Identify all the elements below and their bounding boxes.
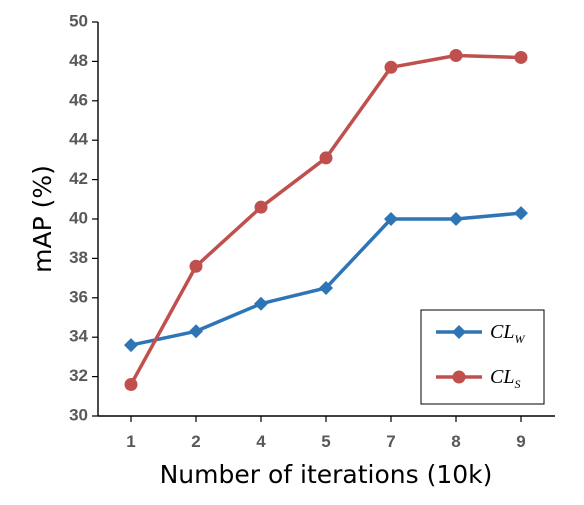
legend-marker-cl-s [452, 370, 466, 384]
data-point-cl-s [189, 259, 203, 273]
y-axis-title: mAP (%) [28, 165, 57, 273]
data-point-cl-w [384, 212, 398, 226]
data-point-cl-w [189, 324, 203, 339]
legend-label-cl-w: CLW [490, 321, 525, 346]
y-tick-label: 50 [69, 11, 88, 30]
data-point-cl-s [124, 377, 138, 391]
y-tick-label: 36 [69, 287, 88, 306]
y-tick-label: 40 [69, 208, 88, 227]
data-point-cl-w [449, 212, 463, 226]
data-point-cl-w [124, 338, 138, 353]
x-tick-label: 7 [386, 432, 395, 451]
data-point-cl-w [514, 206, 528, 221]
x-tick-label: 4 [256, 432, 266, 451]
data-point-cl-s [319, 151, 333, 165]
x-tick-label: 2 [191, 432, 200, 451]
y-tick-label: 42 [69, 169, 88, 188]
y-tick-label: 32 [69, 366, 88, 385]
y-ticks: 30 32 34 36 38 40 42 44 46 48 50 [69, 11, 98, 424]
x-tick-label: 9 [516, 432, 525, 451]
data-point-cl-s [514, 50, 528, 64]
data-point-cl-s [384, 60, 398, 74]
y-tick-label: 34 [69, 327, 88, 346]
y-tick-label: 44 [69, 130, 88, 149]
series-layer [124, 48, 528, 391]
x-tick-label: 8 [451, 432, 460, 451]
x-tick-label: 1 [126, 432, 135, 451]
legend-box [420, 309, 545, 405]
legend-marker-cl-w [452, 325, 466, 339]
data-point-cl-s [449, 48, 463, 62]
x-ticks: 1 2 4 5 7 8 9 [126, 416, 526, 451]
legend-label-cl-s: CLS [490, 366, 520, 391]
x-axis-title: Number of iterations (10k) [160, 460, 493, 489]
legend-items: CLW CLS [436, 321, 525, 391]
y-tick-label: 38 [69, 248, 88, 267]
y-tick-label: 30 [69, 405, 88, 424]
legend: CLW CLS [420, 309, 545, 405]
data-point-cl-s [254, 200, 268, 214]
x-tick-label: 5 [321, 432, 330, 451]
data-point-cl-w [319, 280, 333, 295]
data-point-cl-w [254, 296, 268, 311]
y-tick-label: 48 [69, 51, 88, 70]
y-tick-label: 46 [69, 90, 88, 109]
